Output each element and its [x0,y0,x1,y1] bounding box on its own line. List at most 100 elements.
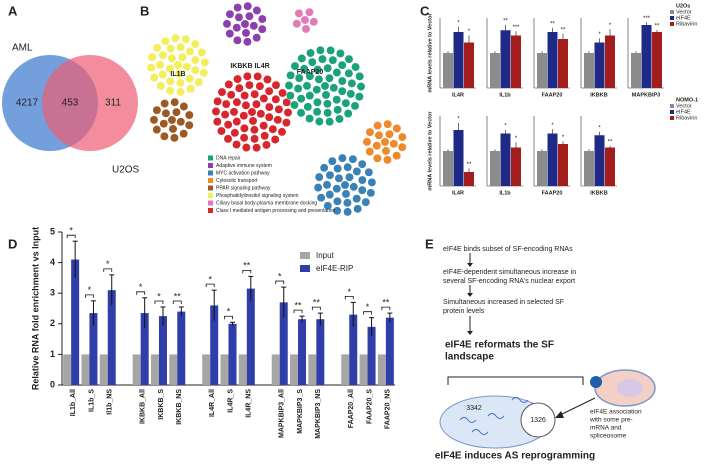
network-node [344,54,354,64]
network-node [292,19,302,29]
network-node [299,64,309,74]
significance: * [69,226,73,236]
significance: * [106,259,110,269]
network-node [344,68,354,78]
network-node [296,108,306,118]
venn-count: 453 [62,98,79,109]
network-node [397,142,407,152]
network-node [294,8,304,18]
network-node [364,167,374,177]
network-node [243,1,253,11]
bar [169,354,178,385]
significance-bracket [205,283,215,288]
network-node [220,110,230,120]
network-node [340,180,350,190]
x-tick-label: MAPKBIP3_All [279,389,286,438]
network-node [173,60,183,70]
network-node [190,65,200,75]
network-node [197,47,207,57]
network-node [184,110,194,120]
significance-bracket [85,294,94,298]
flow-headline: landscape [445,352,494,363]
bar [385,317,394,385]
bar [107,290,116,385]
network-node [233,3,243,13]
network-node [383,119,393,129]
legend-label: Class I mediated antigen processing and … [216,208,335,214]
network-node [199,68,209,78]
network-node [343,109,353,118]
network-node [249,21,259,31]
bar [238,354,247,385]
network-node [252,143,262,153]
network-node [321,90,331,100]
network-node [252,6,262,15]
bar [490,53,500,88]
network-node [253,71,263,81]
network-node [217,87,227,97]
network-node [176,87,186,97]
network-node [329,83,339,93]
network-node [176,42,186,52]
legend-swatch [208,193,213,198]
legend-swatch [670,110,674,114]
network-node [242,71,252,81]
bar [558,39,568,88]
network-node [262,75,272,84]
bar [584,53,594,88]
network-node [232,23,242,33]
flow-step: several SF-encoding RNA's nuclear export [443,278,575,285]
network-node [300,15,310,25]
network-node [176,117,186,127]
network-node [229,107,239,117]
bar [290,354,299,385]
network-node [337,86,347,96]
bar [500,30,511,88]
bar [605,35,615,88]
network-node [293,84,303,94]
significance: * [551,123,554,129]
network-node [160,36,170,46]
network-node [389,139,399,149]
significance-bracket [363,311,372,315]
significance: * [457,117,460,123]
significance: ** [467,162,472,168]
network-node [305,114,315,123]
legend-swatch [670,104,674,108]
network-node [367,177,377,187]
gene-label: IKBKB [590,92,607,98]
arrow-head [555,411,564,418]
network-node [179,129,189,139]
network-node [381,146,391,156]
network-node [161,108,171,118]
x-tick-label: IL4R_All [209,389,216,417]
network-node [289,100,299,110]
network-node [341,189,351,199]
legend-label: DNA repair [216,155,241,161]
bar [228,323,237,385]
bar [453,130,464,186]
network-node [170,97,180,107]
legend-label: Vector [676,103,692,109]
legend-title: U2Os [676,3,690,9]
rna-squiggle [459,417,477,423]
network-node [239,133,249,143]
legend-swatch [208,170,213,176]
cluster-label: IKBKB IL4R [230,63,269,70]
legend-label: Cytosolic transport [216,178,258,184]
significance: ** [382,297,390,307]
network-node [337,76,347,86]
network-node [343,162,353,172]
network-node [327,156,337,166]
network-node [174,69,184,79]
network-node [159,131,169,141]
network-node [397,132,407,142]
network-node [362,137,372,147]
bar [367,326,376,385]
network-node [356,82,366,91]
bar [464,172,474,186]
network-node [301,24,311,34]
legend-swatch [208,200,213,206]
network-node [323,63,333,73]
network-node [257,14,267,24]
